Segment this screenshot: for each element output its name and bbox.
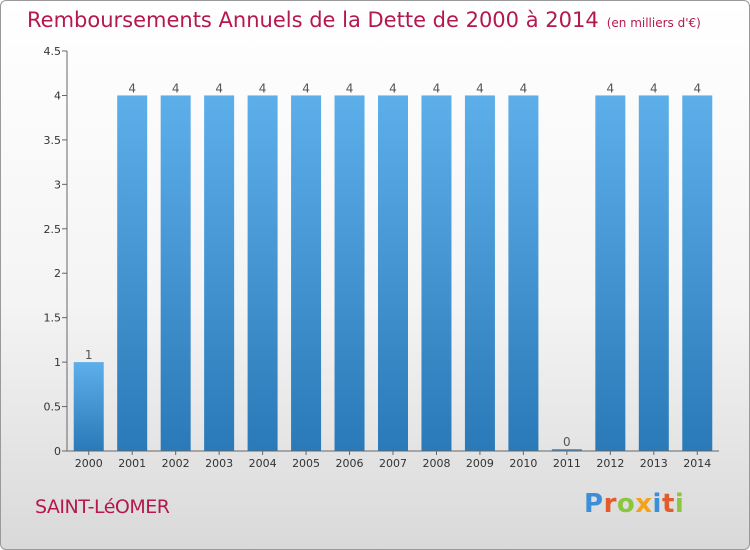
data-label-2005: 4 bbox=[302, 81, 310, 95]
x-tick-label-2006: 2006 bbox=[336, 457, 364, 470]
data-label-2003: 4 bbox=[215, 81, 223, 95]
chart-title: Remboursements Annuels de la Dette de 20… bbox=[27, 8, 701, 32]
bar-2011 bbox=[551, 449, 582, 451]
y-tick-label: 2 bbox=[54, 267, 61, 280]
bar-2001 bbox=[117, 95, 148, 451]
y-tick-label: 0.5 bbox=[44, 401, 62, 414]
logo-letter: t bbox=[661, 489, 675, 519]
y-tick-label: 1.5 bbox=[44, 312, 62, 325]
data-label-2001: 4 bbox=[128, 81, 136, 95]
data-label-2014: 4 bbox=[693, 81, 701, 95]
data-label-2007: 4 bbox=[389, 81, 397, 95]
proxiti-logo: Proxiti bbox=[584, 489, 684, 519]
bar-2012 bbox=[595, 95, 626, 451]
logo-letter: x bbox=[635, 489, 653, 519]
bar-2008 bbox=[421, 95, 452, 451]
bar-2013 bbox=[638, 95, 669, 451]
bar-2005 bbox=[291, 95, 322, 451]
y-tick-label: 4.5 bbox=[44, 45, 62, 58]
x-tick-label-2007: 2007 bbox=[379, 457, 407, 470]
data-label-2009: 4 bbox=[476, 81, 484, 95]
x-tick-label-2001: 2001 bbox=[118, 457, 146, 470]
data-label-2013: 4 bbox=[650, 81, 658, 95]
data-label-2006: 4 bbox=[346, 81, 354, 95]
y-tick-label: 1 bbox=[54, 356, 61, 369]
y-tick-label: 0 bbox=[54, 445, 61, 458]
data-label-2002: 4 bbox=[172, 81, 180, 95]
data-label-2008: 4 bbox=[433, 81, 441, 95]
bar-2010 bbox=[508, 95, 539, 451]
logo-letter: i bbox=[674, 489, 685, 519]
bar-2002 bbox=[160, 95, 191, 451]
x-tick-label-2002: 2002 bbox=[162, 457, 190, 470]
y-tick-label: 2.5 bbox=[44, 223, 62, 236]
data-label-2012: 4 bbox=[607, 81, 615, 95]
x-tick-label-2013: 2013 bbox=[640, 457, 668, 470]
data-label-2004: 4 bbox=[259, 81, 267, 95]
bar-2009 bbox=[464, 95, 495, 451]
x-tick-label-2014: 2014 bbox=[683, 457, 711, 470]
y-tick-label: 3.5 bbox=[44, 134, 62, 147]
y-tick-label: 3 bbox=[54, 178, 61, 191]
bar-2007 bbox=[378, 95, 408, 451]
x-tick-label-2003: 2003 bbox=[205, 457, 233, 470]
data-label-2011: 0 bbox=[563, 435, 571, 449]
x-tick-label-2000: 2000 bbox=[75, 457, 103, 470]
logo-letter: P bbox=[584, 489, 604, 519]
bar-2004 bbox=[247, 95, 278, 451]
x-tick-label-2008: 2008 bbox=[422, 457, 450, 470]
x-tick-label-2010: 2010 bbox=[509, 457, 537, 470]
data-label-2010: 4 bbox=[520, 81, 528, 95]
bar-2006 bbox=[334, 95, 365, 451]
chart-subtitle: (en milliers d'€) bbox=[606, 16, 701, 30]
x-tick-label-2012: 2012 bbox=[596, 457, 624, 470]
bar-2000 bbox=[73, 362, 104, 451]
logo-letter: r bbox=[603, 489, 617, 519]
city-name: SAINT-LéOMER bbox=[35, 496, 170, 518]
chart-title-text: Remboursements Annuels de la Dette de 20… bbox=[27, 8, 599, 32]
bar-2003 bbox=[204, 95, 235, 451]
x-tick-label-2005: 2005 bbox=[292, 457, 320, 470]
x-tick-label-2009: 2009 bbox=[466, 457, 494, 470]
bar-2014 bbox=[682, 95, 713, 451]
x-tick-label-2011: 2011 bbox=[553, 457, 581, 470]
x-tick-label-2004: 2004 bbox=[249, 457, 277, 470]
data-label-2000: 1 bbox=[85, 348, 93, 362]
y-tick-label: 4 bbox=[54, 89, 61, 102]
logo-letter: o bbox=[616, 489, 636, 519]
logo-letter: i bbox=[652, 489, 662, 519]
